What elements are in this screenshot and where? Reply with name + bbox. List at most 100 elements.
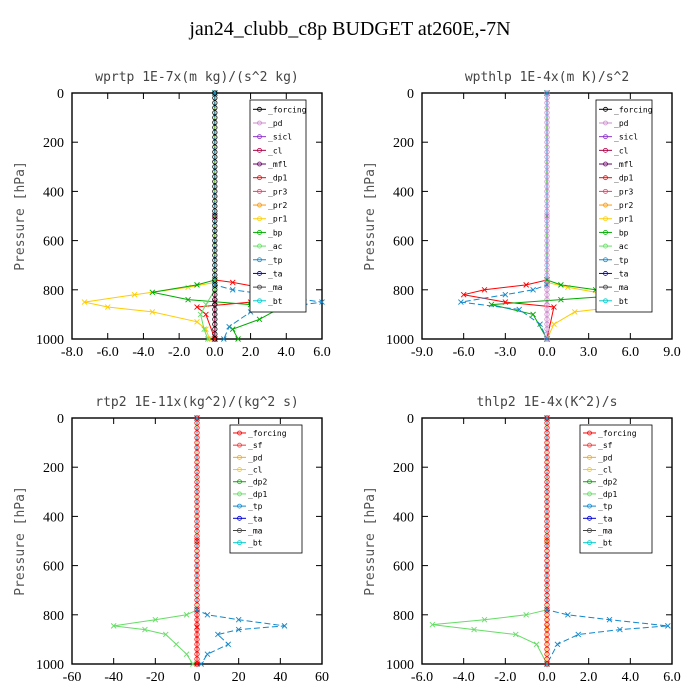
legend-box	[229, 424, 303, 554]
zero-line-marker	[212, 257, 218, 263]
x-tick-label: -2.0	[494, 670, 516, 685]
data-point	[319, 299, 325, 305]
data-point	[131, 291, 138, 298]
legend-marker	[237, 479, 242, 485]
legend-entry-mfl: _mfl	[268, 160, 287, 169]
zero-line-marker	[212, 134, 218, 140]
legend-box	[579, 424, 653, 554]
zero-line-marker	[194, 553, 200, 559]
data-point	[530, 286, 536, 293]
legend-marker	[257, 216, 262, 222]
zero-line-marker	[544, 119, 550, 126]
zero-line-marker	[544, 469, 550, 475]
zero-line-marker	[194, 651, 200, 657]
legend-marker	[257, 120, 262, 126]
data-point	[183, 651, 190, 657]
legend-marker	[237, 442, 242, 448]
panel-title: thlp2 1E-4x(K^2)/s	[477, 395, 618, 410]
x-tick-label: 3.0	[580, 345, 598, 360]
x-tick-label: 4.0	[278, 345, 296, 360]
zero-line-marker	[544, 430, 550, 436]
zero-line-marker	[544, 277, 550, 283]
zero-line-marker	[544, 425, 550, 431]
y-tick-label: 600	[43, 560, 64, 575]
legend-marker	[587, 430, 592, 436]
x-tick-label: -20	[146, 670, 165, 685]
data-point	[162, 631, 169, 638]
zero-line-marker	[212, 213, 218, 219]
data-point	[235, 616, 242, 623]
zero-line-marker	[194, 562, 200, 569]
y-tick-label: 200	[43, 461, 64, 476]
x-tick-label: -6.0	[97, 345, 119, 360]
zero-line-marker	[212, 316, 218, 322]
data-point	[225, 641, 232, 648]
zero-line-marker	[194, 518, 200, 524]
legend-entry-dp2: _dp2	[598, 478, 617, 487]
zero-line-marker	[194, 582, 200, 588]
zero-line-marker	[212, 336, 218, 342]
legend-entry-pr3: _pr3	[268, 187, 287, 196]
zero-line-marker	[544, 444, 550, 451]
legend-marker	[257, 202, 262, 208]
data-point	[512, 631, 519, 638]
zero-line-marker	[544, 326, 550, 332]
x-tick-label: -60	[63, 670, 82, 685]
zero-line-marker	[544, 262, 550, 268]
legend-marker	[257, 257, 262, 263]
data-point	[516, 306, 523, 313]
data-point	[149, 289, 156, 296]
legend-entry-tp: _tp	[248, 502, 263, 511]
data-point	[142, 626, 148, 633]
zero-line-marker	[544, 193, 550, 199]
zero-line-marker	[212, 95, 218, 101]
legend-marker	[237, 515, 242, 521]
zero-line-marker	[212, 193, 218, 199]
x-tick-label: -6.0	[453, 345, 475, 360]
zero-line-marker	[544, 597, 550, 603]
zero-line-marker	[544, 203, 550, 209]
zero-line-marker	[544, 582, 550, 588]
zero-line-marker	[212, 144, 218, 150]
legend-marker	[603, 284, 608, 290]
legend-entry-pd: _pd	[248, 453, 263, 462]
data-point	[215, 631, 221, 638]
zero-line-marker	[544, 267, 550, 273]
zero-line-marker	[212, 292, 218, 298]
data-point	[229, 279, 236, 286]
data-point	[226, 323, 232, 330]
zero-line-marker	[544, 572, 550, 579]
y-tick-label: 800	[43, 284, 64, 299]
data-point	[523, 282, 529, 288]
data-point	[551, 321, 557, 328]
zero-line-marker	[544, 617, 550, 623]
legend-entry-dp1: _dp1	[268, 174, 287, 183]
legend-entry-sicl: _sicl	[614, 133, 638, 142]
data-point	[460, 291, 467, 298]
zero-line-marker	[544, 528, 550, 534]
zero-line-marker	[544, 213, 550, 219]
zero-line-marker	[212, 183, 218, 190]
legend-marker	[237, 430, 242, 436]
zero-line-marker	[212, 301, 218, 308]
zero-line-marker	[194, 572, 200, 579]
legend-marker	[587, 442, 592, 448]
zero-line-marker	[544, 602, 550, 608]
zero-line-marker	[544, 415, 550, 421]
zero-line-marker	[194, 523, 200, 529]
data-point	[203, 311, 209, 318]
zero-line-marker	[212, 311, 218, 317]
legend-marker	[587, 540, 592, 546]
zero-line-marker	[194, 631, 200, 638]
data-point	[571, 309, 578, 315]
zero-line-marker	[544, 174, 550, 180]
data-point	[204, 651, 211, 657]
chart-panel-1: wprtp 1E-7x(m kg)/(s^2 kg) Pressure [hPa]…	[13, 70, 331, 360]
zero-line-marker	[544, 553, 550, 559]
chart-panel-3: rtp2 1E-11x(kg^2)/(kg^2 s) Pressure [hPa]…	[13, 395, 329, 685]
zero-line-marker	[194, 577, 200, 583]
zero-line-marker	[212, 297, 218, 303]
zero-line-marker	[544, 124, 550, 131]
zero-line-marker	[544, 577, 550, 583]
zero-line-marker	[212, 282, 218, 288]
